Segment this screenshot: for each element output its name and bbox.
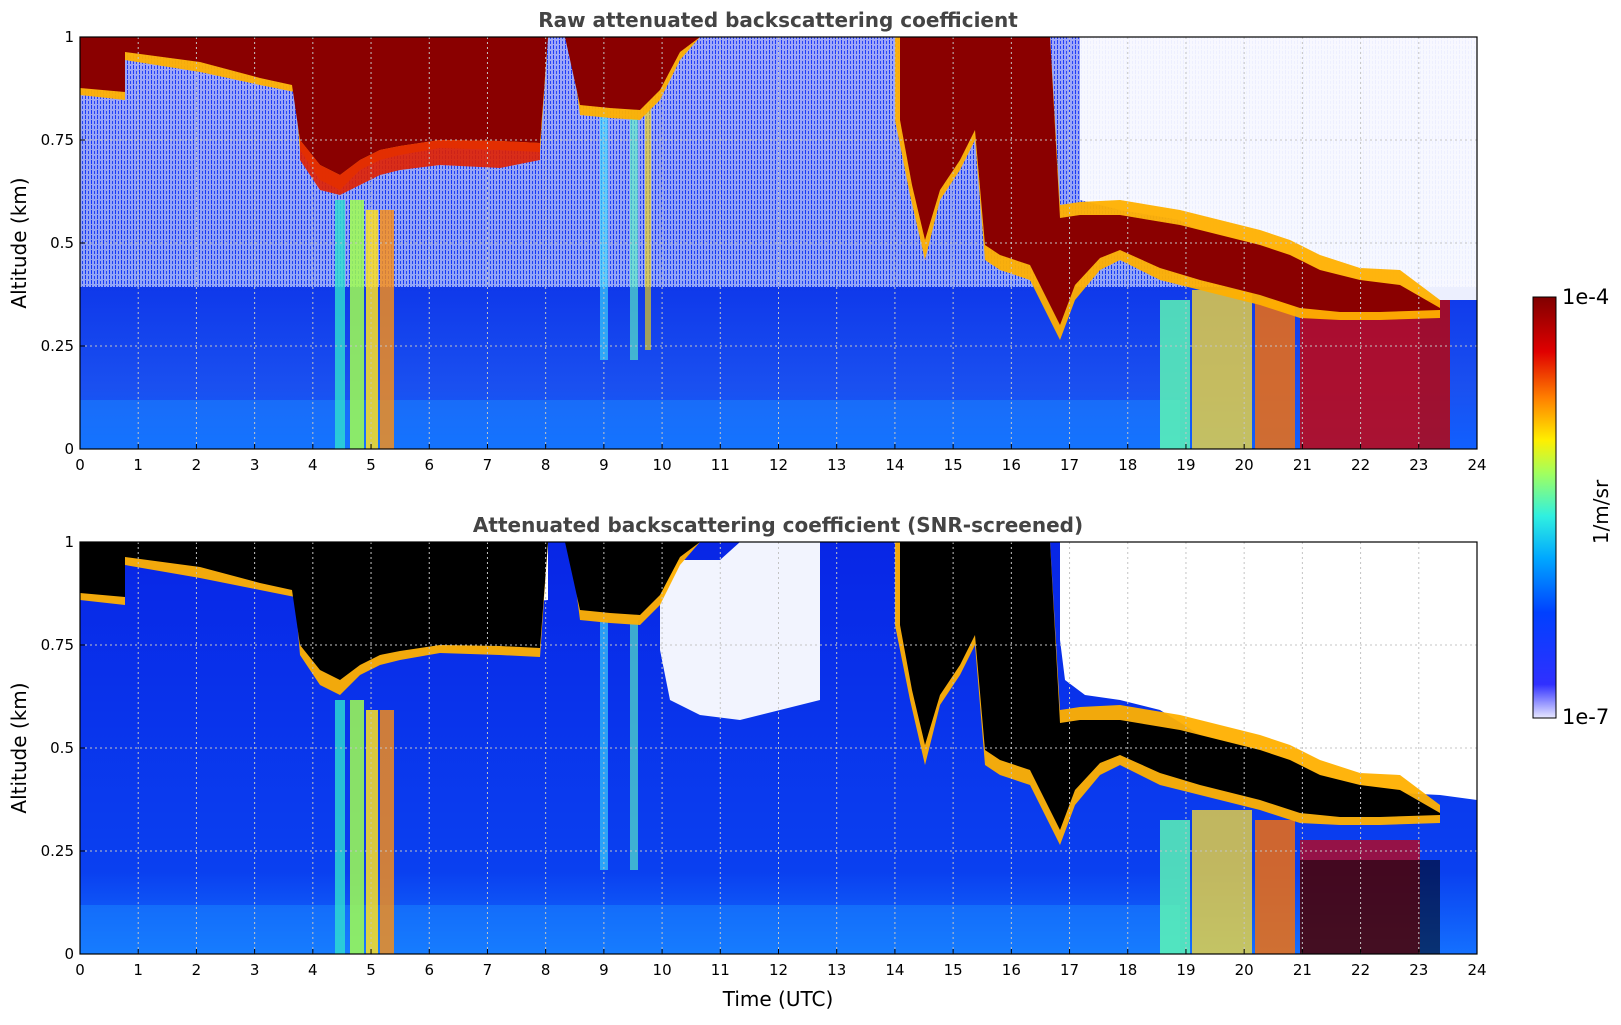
x-tick-label: 20 — [1235, 961, 1254, 979]
x-tick-label: 0 — [75, 961, 85, 979]
panel1-y-axis-label: Altitude (km) — [7, 177, 31, 308]
y-tick-label: 1 — [64, 28, 74, 46]
panel2-x-ticks: 0 1 2 3 4 5 6 7 8 9 10 11 12 13 14 15 16 17 18 19 20 21 22 23 24 — [75, 949, 1487, 979]
x-tick-label: 6 — [424, 961, 434, 979]
panel2-title: Attenuated backscattering coefficient (S… — [473, 513, 1083, 537]
panel2-y-axis-label: Altitude (km) — [7, 682, 31, 813]
x-tick-label: 3 — [250, 456, 260, 474]
x-tick-label: 1 — [133, 961, 143, 979]
x-tick-label: 7 — [483, 961, 493, 979]
x-tick-label: 23 — [1409, 456, 1428, 474]
panel1-grid — [80, 37, 1477, 449]
panel1-rain-columns — [335, 110, 1450, 449]
x-tick-label: 15 — [944, 961, 963, 979]
y-tick-label: 0.75 — [41, 131, 74, 149]
y-tick-label: 1 — [64, 533, 74, 551]
x-tick-label: 4 — [308, 961, 318, 979]
x-tick-label: 16 — [1002, 961, 1021, 979]
x-tick-label: 12 — [769, 456, 788, 474]
x-tick-label: 21 — [1293, 961, 1312, 979]
x-tick-label: 22 — [1351, 456, 1370, 474]
x-tick-label: 5 — [366, 456, 376, 474]
x-tick-label: 6 — [424, 456, 434, 474]
raw-backscatter-panel: Raw attenuated backscattering coefficien… — [7, 8, 1487, 474]
y-tick-label: 0.25 — [41, 842, 74, 860]
x-tick-label: 15 — [944, 456, 963, 474]
x-tick-label: 2 — [192, 456, 202, 474]
x-tick-label: 21 — [1293, 456, 1312, 474]
x-tick-label: 8 — [541, 961, 551, 979]
x-tick-label: 17 — [1060, 961, 1079, 979]
colorbar-gradient — [1532, 296, 1557, 719]
panel2-cloud-core — [80, 542, 1440, 830]
x-tick-label: 24 — [1467, 456, 1486, 474]
x-tick-label: 9 — [599, 961, 609, 979]
panel1-surface-layer — [80, 400, 1180, 449]
x-tick-label: 2 — [192, 961, 202, 979]
x-tick-label: 7 — [483, 456, 493, 474]
y-tick-label: 0.75 — [41, 636, 74, 654]
colorbar-unit-label: 1/m/sr — [1589, 479, 1613, 544]
panel1-x-ticks: 0 1 2 3 4 5 6 7 8 9 10 11 12 13 14 15 16 17 18 19 20 21 22 23 24 — [75, 444, 1487, 474]
x-tick-label: 14 — [885, 456, 904, 474]
y-tick-label: 0 — [64, 945, 74, 963]
x-tick-label: 22 — [1351, 961, 1370, 979]
x-tick-label: 14 — [885, 961, 904, 979]
colorbar-min-label: 1e-7 — [1562, 705, 1609, 729]
x-axis-label: Time (UTC) — [722, 987, 834, 1011]
x-tick-label: 17 — [1060, 456, 1079, 474]
x-tick-label: 4 — [308, 456, 318, 474]
x-tick-label: 5 — [366, 961, 376, 979]
x-tick-label: 23 — [1409, 961, 1428, 979]
x-tick-label: 20 — [1235, 456, 1254, 474]
x-tick-label: 16 — [1002, 456, 1021, 474]
y-tick-label: 0.25 — [41, 337, 74, 355]
panel1-y-ticks: 0 0.25 0.5 0.75 1 — [41, 28, 85, 458]
y-tick-label: 0.5 — [50, 234, 74, 252]
x-tick-label: 9 — [599, 456, 609, 474]
panel1-cloud-core — [80, 37, 1440, 325]
colorbar: 1e-4 1e-7 1/m/sr — [1532, 285, 1613, 729]
y-tick-label: 0 — [64, 440, 74, 458]
panel2-y-ticks: 0 0.25 0.5 0.75 1 — [41, 533, 85, 963]
x-tick-label: 8 — [541, 456, 551, 474]
x-tick-label: 12 — [769, 961, 788, 979]
panel1-clear-sky — [1080, 37, 1477, 300]
x-tick-label: 11 — [711, 456, 730, 474]
x-tick-label: 19 — [1176, 961, 1195, 979]
panel2-black-lower — [1300, 860, 1440, 954]
x-tick-label: 10 — [653, 456, 672, 474]
x-tick-label: 19 — [1176, 456, 1195, 474]
panel2-grid — [80, 542, 1477, 954]
x-tick-label: 11 — [711, 961, 730, 979]
panel1-cloud-base-red — [300, 140, 540, 195]
x-tick-label: 0 — [75, 456, 85, 474]
panel2-surface-layer — [80, 905, 1180, 954]
x-tick-label: 24 — [1467, 961, 1486, 979]
colorbar-max-label: 1e-4 — [1562, 285, 1609, 309]
y-tick-label: 0.5 — [50, 739, 74, 757]
x-tick-label: 18 — [1118, 961, 1137, 979]
screened-backscatter-panel: Attenuated backscattering coefficient (S… — [7, 513, 1487, 1011]
x-tick-label: 18 — [1118, 456, 1137, 474]
x-tick-label: 13 — [827, 456, 846, 474]
x-tick-label: 1 — [133, 456, 143, 474]
panel1-title: Raw attenuated backscattering coefficien… — [538, 8, 1018, 32]
x-tick-label: 10 — [653, 961, 672, 979]
x-tick-label: 13 — [827, 961, 846, 979]
x-tick-label: 3 — [250, 961, 260, 979]
